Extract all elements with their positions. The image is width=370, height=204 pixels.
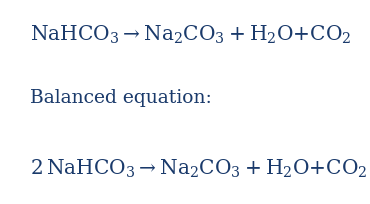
Text: $\mathregular{NaHCO_3 \rightarrow Na_2CO_3 + H_2O{+}CO_2}$: $\mathregular{NaHCO_3 \rightarrow Na_2CO…	[30, 23, 351, 46]
Text: Balanced equation:: Balanced equation:	[30, 89, 211, 107]
Text: $\mathregular{2\,NaHCO_3 \rightarrow Na_2CO_3 + H_2O{+}CO_2}$: $\mathregular{2\,NaHCO_3 \rightarrow Na_…	[30, 158, 367, 181]
